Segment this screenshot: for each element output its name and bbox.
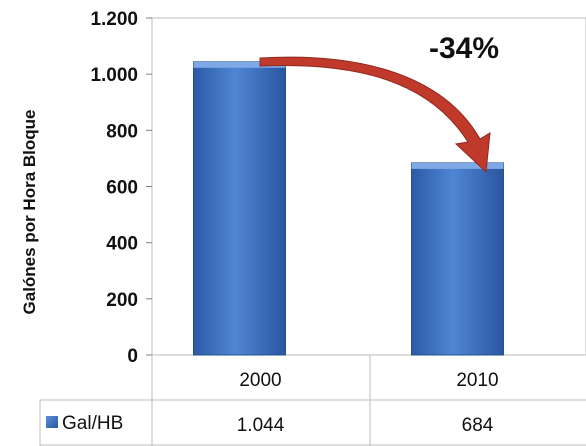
y-axis: 0 200 400 600 800 1.000 1.200 xyxy=(90,9,152,367)
value-label: 1.044 xyxy=(237,415,285,436)
category-label: 2000 xyxy=(239,370,281,391)
y-tick-label: 400 xyxy=(106,234,138,255)
value-label: 684 xyxy=(462,415,494,436)
bars xyxy=(193,61,504,356)
y-tick-label: 1.000 xyxy=(90,65,138,86)
bar-2000 xyxy=(193,61,286,356)
legend-series-name: Gal/HB xyxy=(62,413,123,434)
category-label: 2010 xyxy=(456,370,498,391)
y-tick-label: 200 xyxy=(106,290,138,311)
y-tick-label: 0 xyxy=(127,346,138,367)
bar-2010 xyxy=(411,162,504,356)
y-tick-label: 1.200 xyxy=(90,9,138,30)
decrease-arrow-icon xyxy=(259,56,491,174)
legend-swatch-icon xyxy=(46,416,58,428)
y-tick-label: 600 xyxy=(106,178,138,199)
y-tick-label: 800 xyxy=(106,121,138,142)
data-table: Gal/HB 2000 1.044 2010 684 xyxy=(39,355,586,446)
change-annotation: -34% xyxy=(429,32,499,65)
y-axis-title: Galónes por Hora Bloque xyxy=(20,110,39,315)
